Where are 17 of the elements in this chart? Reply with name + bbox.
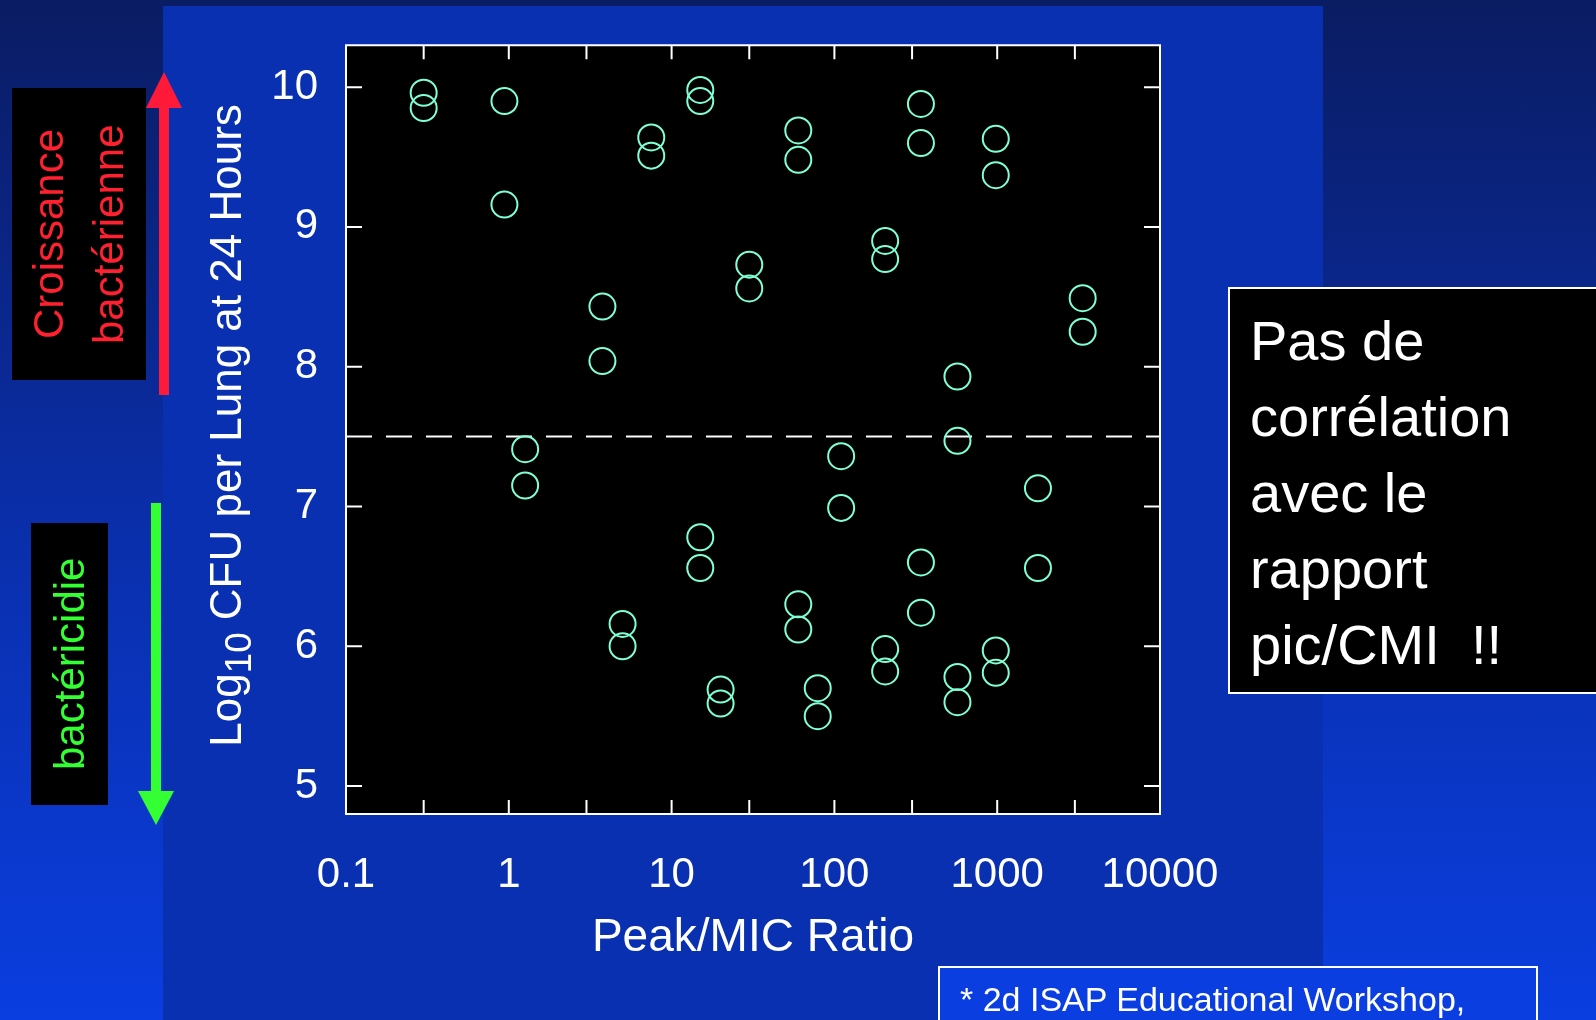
x-tick-label: 10000 bbox=[1101, 848, 1219, 896]
y-tick-label: 10 bbox=[271, 60, 318, 108]
y-tick-label: 8 bbox=[294, 340, 318, 388]
text: * 2d ISAP Educational Workshop, bbox=[938, 966, 1538, 1020]
y-tick-label: 9 bbox=[294, 200, 318, 248]
x-tick-label: 1000 bbox=[950, 848, 1044, 896]
y-tick-label: 7 bbox=[294, 480, 318, 528]
x-tick-label: 10 bbox=[648, 848, 695, 896]
text: Pas de corrélation avec le rapport pic/CMI !! bbox=[1250, 308, 1513, 678]
text: Croissance bactérienne bbox=[12, 88, 146, 380]
y-tick-label: 6 bbox=[294, 619, 318, 667]
x-axis-title: Peak/MIC Ratio bbox=[591, 909, 915, 962]
text: bactéricidie bbox=[31, 523, 108, 805]
x-tick-label: 1 bbox=[497, 848, 521, 896]
x-tick-label: 0.1 bbox=[316, 848, 376, 896]
y-tick-label: 5 bbox=[294, 759, 318, 807]
x-tick-label: 100 bbox=[799, 848, 870, 896]
